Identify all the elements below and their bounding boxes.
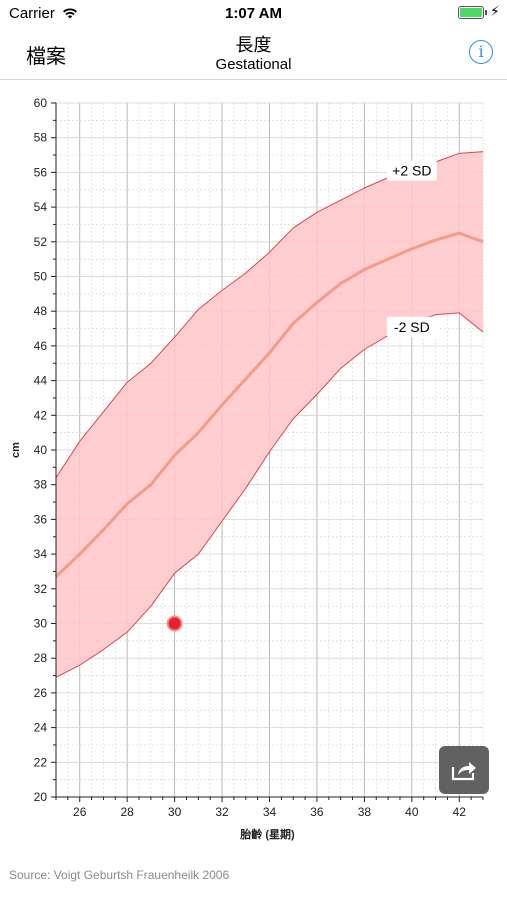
y-tick-label: 34 (34, 547, 48, 561)
x-tick-label: 42 (453, 805, 467, 819)
y-tick-label: 22 (34, 755, 48, 769)
y-tick-label: 20 (34, 790, 48, 804)
y-tick-label: 38 (34, 478, 48, 492)
carrier-label: Carrier (9, 5, 55, 22)
growth-chart: 20 22 24 26 28 30 32 34 36 38 40 42 44 46 48 50 52 54 56 58… (10, 96, 484, 841)
battery-icon (458, 6, 484, 19)
legend-label-plus-2sd-bg (386, 160, 437, 181)
back-button[interactable]: 檔案 (26, 46, 66, 68)
navigation-bar: 檔案 長度 Gestational i (0, 26, 507, 80)
x-tick-label: 40 (405, 805, 419, 819)
y-tick-label: 36 (34, 512, 48, 526)
battery-fill (460, 8, 482, 17)
x-axis-label: 胎齡 (星期) (239, 827, 295, 841)
y-tick-label: 30 (34, 617, 48, 631)
charging-bolt-icon: ⚡︎ (490, 3, 500, 19)
y-tick-label: 58 (34, 131, 48, 145)
y-tick-label: 52 (34, 235, 48, 249)
y-tick-label: 46 (34, 339, 48, 353)
y-tick-label: 32 (34, 582, 48, 596)
y-tick-label: 28 (34, 651, 48, 665)
info-icon[interactable]: i (469, 40, 493, 64)
legend-label-minus-2sd-bg (386, 316, 437, 337)
share-icon (451, 762, 476, 781)
y-tick-label: 44 (34, 374, 48, 388)
y-tick-label: 48 (34, 304, 48, 318)
y-tick-label: 60 (34, 96, 48, 110)
battery-cap (485, 10, 487, 15)
y-tick-label: 42 (34, 408, 48, 422)
y-axis-label: cm (10, 442, 22, 458)
sd-band (56, 151, 483, 678)
page-subtitle: Gestational (215, 56, 292, 73)
page-title: 長度 (235, 35, 272, 55)
y-tick-label: 24 (34, 721, 48, 735)
status-time: 1:07 AM (225, 5, 282, 22)
share-button[interactable] (439, 746, 489, 794)
y-tick-label: 26 (34, 686, 48, 700)
status-bar: Carrier 1:07 AM ⚡︎ (0, 0, 507, 26)
x-tick-label: 30 (168, 805, 182, 819)
legend-label-plus-2sd: +2 SD (392, 163, 431, 179)
x-tick-label: 36 (310, 805, 324, 819)
x-tick-label: 34 (263, 805, 277, 819)
series-line-median (54, 231, 484, 578)
y-tick-label: 54 (34, 200, 48, 214)
source-note: Source: Voigt Geburtsh Frauenheilk 2006 (9, 868, 230, 882)
x-tick-label: 38 (358, 805, 372, 819)
y-tick-label: 56 (34, 165, 48, 179)
legend-label-minus-2sd: -2 SD (394, 319, 430, 335)
x-tick-label: 32 (215, 805, 229, 819)
x-tick-label: 28 (120, 805, 134, 819)
measurement-point (166, 615, 183, 632)
y-tick-label: 50 (34, 270, 48, 284)
x-tick-label: 26 (73, 805, 87, 819)
y-tick-label: 40 (34, 443, 48, 457)
wifi-icon (62, 6, 78, 24)
